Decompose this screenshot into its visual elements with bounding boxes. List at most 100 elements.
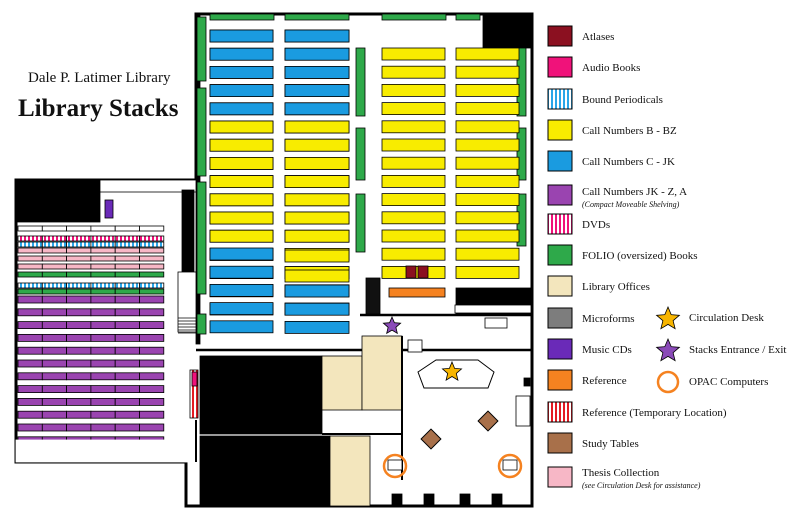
- study-table: [477, 410, 499, 432]
- call-jk-z-shelf: [66, 423, 92, 432]
- microforms-block: [365, 277, 381, 315]
- call-jk-z-shelf: [139, 321, 165, 330]
- door-post: [491, 493, 503, 507]
- wing-shelf: [90, 282, 116, 289]
- legend-sublabel: (Compact Moveable Shelving): [582, 199, 680, 209]
- call-c-jk-shelf: [209, 302, 274, 316]
- reference-temp-swatch: [547, 401, 573, 423]
- call-c-jk-shelf: [209, 102, 274, 116]
- library-office: [329, 435, 371, 507]
- legend-label-wrap: FOLIO (oversized) Books: [582, 246, 697, 264]
- call-jk-z-shelf: [139, 308, 165, 317]
- legend-label: Reference: [582, 375, 627, 388]
- music-cds-swatch-fill: [547, 338, 573, 360]
- wing-shelf: [90, 288, 116, 295]
- call-c-jk-shelf: [209, 47, 274, 61]
- call-c-jk-shelf: [284, 47, 350, 61]
- legend-label: FOLIO (oversized) Books: [582, 250, 698, 263]
- call-b-bz-shelf: [455, 174, 520, 188]
- call-c-jk-shelf: [284, 302, 350, 316]
- dvds-swatch-fill: [547, 213, 573, 235]
- call-jk-z-shelf: [114, 397, 140, 406]
- wall: [195, 13, 201, 345]
- legend-symbol-gold-star: Circulation Desk: [655, 305, 764, 331]
- wing-shelf: [90, 225, 116, 232]
- call-b-bz-shelf: [284, 269, 350, 283]
- legend-item-dvds: DVDs: [547, 213, 610, 235]
- call-jk-z-shelf: [114, 410, 140, 419]
- legend-item-bound-periodicals: Bound Periodicals: [547, 88, 663, 110]
- legend-item-call-b-bz: Call Numbers B - BZ: [547, 119, 677, 141]
- audio-books-shelf: [191, 371, 198, 387]
- legend-label-wrap: Study Tables: [582, 434, 639, 452]
- call-b-bz-shelf: [284, 229, 350, 243]
- atlases-shelf: [405, 265, 417, 279]
- call-c-jk-shelf: [209, 320, 274, 334]
- folio-shelf: [196, 313, 207, 335]
- call-jk-z-shelf: [90, 333, 116, 342]
- call-jk-z-shelf: [114, 359, 140, 368]
- call-jk-z-shelf: [41, 308, 67, 317]
- legend-label-wrap: Audio Books: [582, 58, 640, 76]
- wing-shelf: [66, 263, 92, 270]
- call-jk-z-shelf: [139, 423, 165, 432]
- bound-periodicals-swatch-fill: [547, 88, 573, 110]
- wing-shelf: [17, 225, 43, 232]
- folio-shelf: [355, 127, 366, 181]
- wing-shelf: [114, 241, 140, 248]
- wing-shelf: [41, 235, 67, 242]
- music-cds-shelf: [104, 199, 114, 219]
- call-b-bz-shelf: [455, 120, 520, 134]
- call-jk-z-shelf: [139, 359, 165, 368]
- wing-shelf: [66, 225, 92, 232]
- call-jk-z-shelf: [66, 410, 92, 419]
- study-tables-swatch: [547, 432, 573, 454]
- call-b-bz-shelf: [381, 138, 446, 152]
- call-jk-z-shelf: [66, 295, 92, 304]
- door-post: [423, 493, 435, 507]
- call-jk-z-shelf: [17, 372, 43, 381]
- call-jk-z-shelf: [114, 385, 140, 394]
- call-c-jk-shelf: [209, 29, 274, 43]
- call-jk-z-shelf: [90, 295, 116, 304]
- call-jk-z-shelf: [41, 385, 67, 394]
- wing-shelf: [41, 271, 67, 278]
- call-b-bz-shelf: [455, 247, 520, 261]
- call-jk-z-shelf: [90, 410, 116, 419]
- wing-shelf: [139, 271, 165, 278]
- wing-shelf: [114, 271, 140, 278]
- call-b-bz-shelf: [381, 211, 446, 225]
- wing-shelf: [66, 235, 92, 242]
- circulation-desk-icon: [441, 360, 463, 381]
- legend-label-wrap: Bound Periodicals: [582, 90, 663, 108]
- call-jk-z-shelf: [139, 397, 165, 406]
- call-b-bz-shelf: [381, 65, 446, 79]
- wall-block: [523, 377, 531, 387]
- legend-item-study-tables: Study Tables: [547, 432, 639, 454]
- call-jk-z-shelf: [41, 321, 67, 330]
- wing-shelf: [114, 247, 140, 254]
- call-jk-z-shelf: [66, 333, 92, 342]
- wing-shelf: [17, 288, 43, 295]
- wing-shelf: [17, 247, 43, 254]
- call-jk-z-shelf: [41, 346, 67, 355]
- call-jk-z-shelf: [139, 372, 165, 381]
- reference-temp-shelf: [189, 369, 199, 419]
- wing-shelf: [139, 241, 165, 248]
- call-b-bz-shelf: [284, 175, 350, 189]
- orange-ring-icon: [656, 370, 680, 394]
- microforms-swatch: [547, 307, 573, 329]
- legend-label-wrap: Music CDs: [582, 340, 632, 358]
- legend-item-call-jk-z: Call Numbers JK - Z, A (Compact Moveable …: [547, 182, 687, 209]
- call-b-bz-shelf: [209, 229, 274, 243]
- call-jk-z-shelf: [41, 295, 67, 304]
- legend-label: Music CDs: [582, 344, 632, 356]
- folio-shelf: [516, 47, 527, 117]
- call-b-bz-shelf: [284, 156, 350, 170]
- wing-shelf: [90, 235, 116, 242]
- call-b-bz-shelf: [284, 211, 350, 225]
- wing-shelf: [41, 255, 67, 262]
- call-b-bz-shelf: [455, 193, 520, 207]
- call-numbers-jk-z-swatch: [547, 184, 573, 206]
